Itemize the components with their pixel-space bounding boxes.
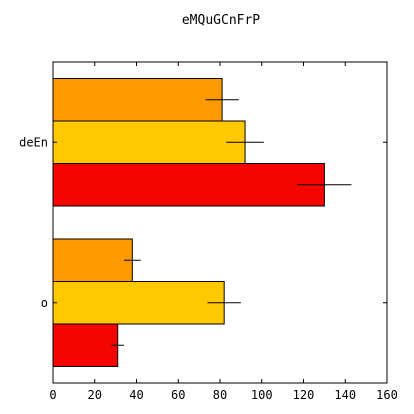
- x-tick-label-140: 140: [334, 388, 356, 402]
- y-tick-label-deEn: deEn: [19, 135, 48, 149]
- x-tick-label-0: 0: [49, 388, 56, 402]
- x-tick-label-40: 40: [129, 388, 143, 402]
- x-tick-label-160: 160: [376, 388, 398, 402]
- y-tick-label-o: o: [41, 296, 48, 310]
- bar-o-1: [52, 238, 133, 282]
- bar-o-2: [52, 281, 225, 325]
- bar-deEn-2: [52, 120, 246, 164]
- chart-title: eMQuGCnFrP: [182, 13, 260, 28]
- x-tick-label-120: 120: [293, 388, 315, 402]
- axis-ticks: deEn o 0 20 40 60 80 100 120 140 160: [19, 62, 398, 402]
- x-tick-label-20: 20: [88, 388, 102, 402]
- x-tick-label-100: 100: [251, 388, 273, 402]
- x-tick-label-60: 60: [171, 388, 185, 402]
- bar-deEn-3: [52, 163, 325, 207]
- bar-o-3: [52, 323, 119, 367]
- x-tick-label-80: 80: [213, 388, 227, 402]
- bar-deEn-1: [52, 78, 223, 122]
- plot-area: [52, 78, 352, 367]
